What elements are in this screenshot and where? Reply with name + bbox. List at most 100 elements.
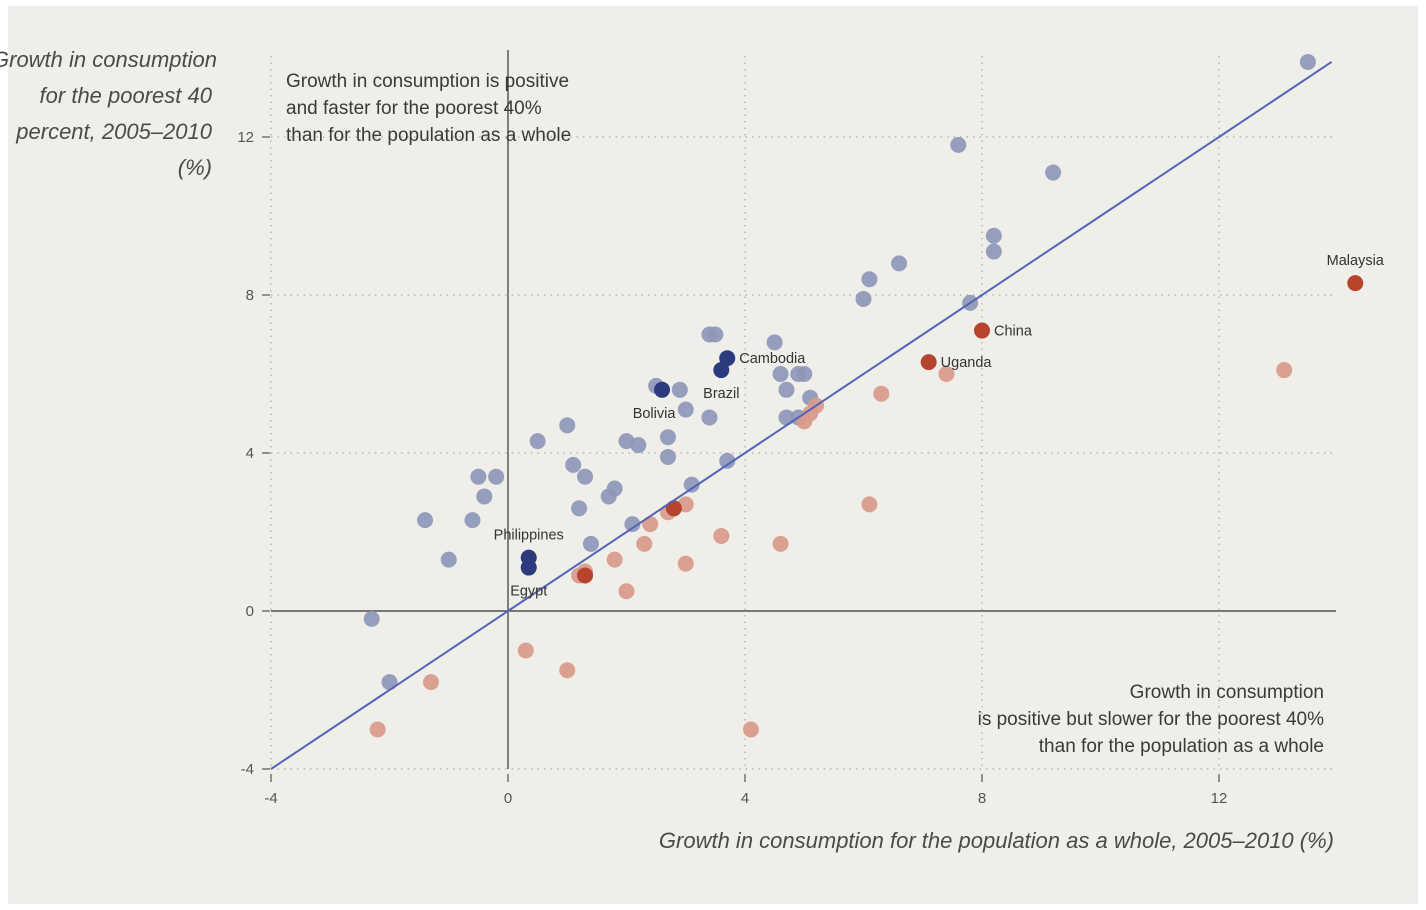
point-faster-45 [381,674,398,691]
point-faster-32 [470,468,487,485]
point-faster-12 [772,366,789,382]
x-tick-label-12: 12 [1211,790,1228,807]
point-faster-20 [701,409,718,426]
annotation-top-left-line-2: and faster for the poorest 40% [286,98,542,119]
point-faster-33 [488,468,505,485]
annotation-top-left-line-1: Growth in consumption is positive [286,71,570,92]
point-faster-5 [891,255,908,272]
scatter-chart: -4 0 4 8 12 -4 0 4 8 12 Cambodia Brazil Bolivia Phil… [237,50,1385,807]
point-label-uganda: Uganda [941,355,993,371]
data-points [363,53,1364,738]
y-tick-label-12: 12 [237,129,254,146]
point-faster-42 [582,535,599,552]
point-faster-2 [1045,164,1062,181]
point-slower-21 [369,721,386,738]
point-faster-40 [464,512,481,529]
point-faster-26 [630,437,647,454]
point-faster-31 [577,468,594,485]
annotation-bottom-right-line-1: Growth in consumption [1129,682,1324,703]
tick-labels: -4 0 4 8 12 -4 0 4 8 12 [237,129,1227,807]
annotation-bottom-right-line-3: than for the population as a whole [1038,736,1324,757]
point-label-china: China [994,324,1033,340]
point-faster-1 [950,136,967,153]
point-faster-19 [677,401,694,418]
point-faster-37 [683,476,700,493]
point-label-cambodia: Cambodia [739,351,806,367]
y-tick-label-0: 0 [246,603,254,620]
x-tick-label--4: -4 [264,790,277,807]
point-faster_highlight-1 [713,362,730,379]
annotation-bottom-right-line-2: is positive but slower for the poorest 4… [977,709,1324,730]
point-label-philippines: Philippines [494,528,564,544]
point-faster_highlight-0 [719,350,736,367]
point-faster-39 [417,512,434,529]
point-faster-38 [571,500,588,517]
point-slower-10 [713,527,730,544]
point-slower-0 [1276,362,1293,379]
point-faster-41 [624,516,641,533]
point-slower_highlight-1 [974,322,990,339]
chart-panel: -4 0 4 8 12 -4 0 4 8 12 Cambodia Brazil Bolivia Phil… [0,6,1418,904]
point-faster-4 [985,243,1002,260]
point-faster-14 [790,366,807,382]
y-axis-title-line-2: for the poorest 40 [39,83,212,108]
x-tick-label-0: 0 [504,790,512,807]
point-faster-24 [529,433,546,450]
annotation-bottom-right: Growth in consumption is positive but sl… [978,679,1324,760]
point-slower-1 [938,366,955,382]
point-faster-11 [766,334,783,351]
point-slower-19 [559,662,576,679]
point-slower-11 [636,535,653,552]
point-label-malaysia: Malaysia [1327,253,1385,269]
point-faster-6 [861,271,878,288]
point-faster-35 [600,488,617,505]
point-faster-27 [659,429,676,446]
annotation-top-left-line-3: than for the population as a whole [286,125,572,146]
point-slower-6 [861,496,878,513]
equal-growth-line [270,61,1333,770]
point-slower-9 [642,516,659,533]
point-faster-3 [985,227,1002,244]
point-faster-28 [565,456,582,473]
point-slower_highlight-0 [1347,275,1364,292]
y-axis-title-line-4: (%) [177,155,212,180]
point-label-bolivia: Bolivia [633,406,677,422]
point-slower-18 [517,642,534,659]
x-axis-title: Growth in consumption for the population… [658,828,1334,853]
y-tick-label--4: -4 [241,761,254,778]
y-axis-title-line-3: percent, 2005–2010 [16,119,212,144]
point-slower_highlight-3 [665,500,682,517]
point-labels: Cambodia Brazil Bolivia Philippines Egypt Mal… [494,253,1385,599]
point-faster-44 [363,610,380,627]
point-faster-29 [659,448,676,465]
point-slower-17 [618,583,635,600]
axes [271,50,1336,769]
point-faster-23 [559,417,576,434]
point-slower-14 [677,555,694,572]
diagonal-line [270,61,1333,770]
x-tick-label-4: 4 [741,790,749,807]
point-slower-20 [422,674,439,691]
x-tick-label-8: 8 [978,790,986,807]
point-slower-22 [742,721,759,738]
point-label-brazil: Brazil [703,386,739,402]
point-slower-12 [772,535,789,552]
point-faster-0 [1299,53,1316,70]
point-faster-16 [671,381,688,398]
y-axis-title-line-1: Growth in consumption [0,47,217,72]
point-slower-2 [873,385,890,402]
point-faster-21 [778,409,795,426]
point-faster-30 [719,452,736,469]
point-faster-10 [707,326,724,343]
point-slower-5 [796,413,813,430]
point-slower_highlight-4 [577,567,594,584]
point-faster-17 [778,381,795,398]
point-faster-36 [476,488,493,505]
point-faster-43 [440,551,457,568]
y-tick-label-4: 4 [246,445,254,462]
point-slower_highlight-2 [920,354,937,371]
y-tick-label-8: 8 [246,287,254,304]
point-faster_highlight-2 [654,381,671,398]
point-faster_highlight-4 [520,559,537,576]
point-slower-13 [606,551,623,568]
